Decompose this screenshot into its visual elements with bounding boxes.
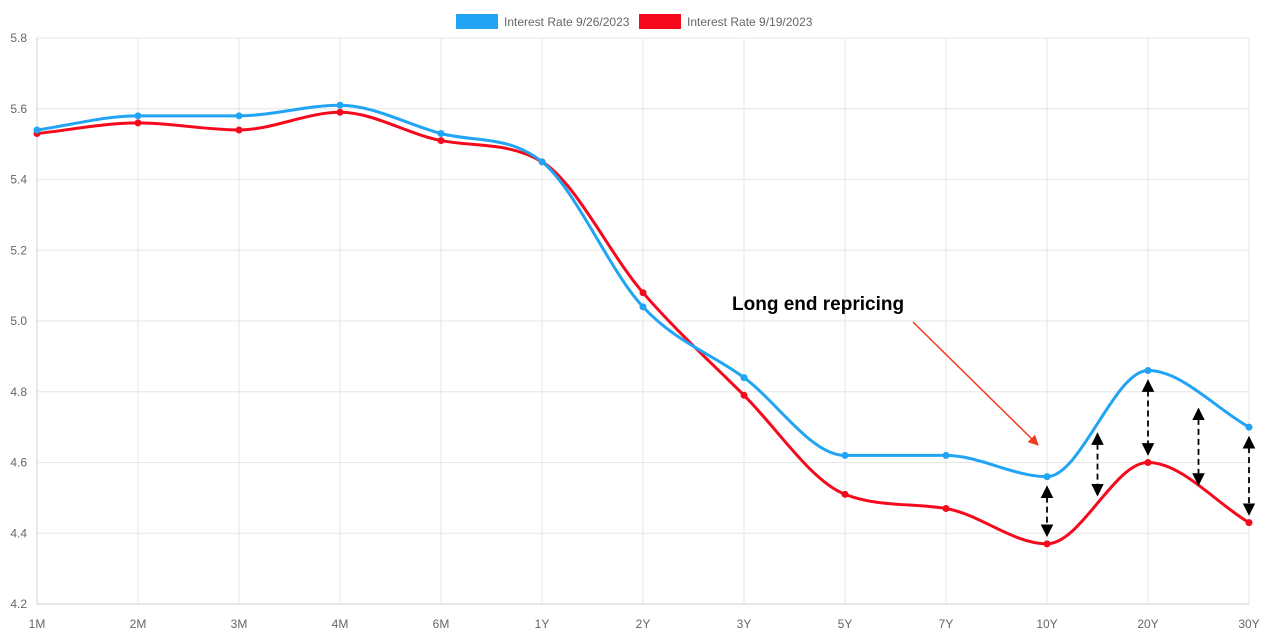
x-tick-label: 4M	[332, 617, 349, 631]
legend-label-series-2: Interest Rate 9/19/2023	[687, 15, 813, 29]
data-point[interactable]	[1245, 519, 1253, 527]
annotation-label: Long end repricing	[732, 294, 904, 315]
x-tick-label: 3Y	[737, 617, 752, 631]
data-point[interactable]	[1043, 473, 1051, 481]
data-point[interactable]	[841, 490, 849, 498]
x-tick-label: 1M	[29, 617, 46, 631]
data-point[interactable]	[33, 126, 41, 134]
x-axis-tick-labels: 1M 2M 3M 4M 6M 1Y 2Y 3Y 5Y 7Y 10Y 20Y 30Y	[29, 617, 1260, 631]
y-tick-label: 5.4	[10, 173, 27, 187]
data-point[interactable]	[538, 158, 546, 166]
x-tick-label: 6M	[433, 617, 450, 631]
data-point[interactable]	[740, 374, 748, 382]
data-point[interactable]	[235, 126, 243, 134]
legend-swatch-series-2	[639, 14, 681, 29]
data-point[interactable]	[1043, 540, 1051, 548]
legend-label-series-1: Interest Rate 9/26/2023	[504, 15, 630, 29]
annotation-arrow	[912, 321, 1039, 446]
x-tick-label: 30Y	[1238, 617, 1259, 631]
grid-lines	[36, 37, 1250, 605]
y-tick-label: 4.8	[10, 385, 27, 399]
data-point[interactable]	[942, 504, 950, 512]
data-point[interactable]	[1144, 459, 1152, 466]
data-point[interactable]	[134, 112, 142, 120]
x-tick-label: 3M	[231, 617, 248, 631]
data-point[interactable]	[740, 391, 748, 399]
data-point[interactable]	[235, 112, 243, 120]
y-tick-label: 5.0	[10, 314, 27, 328]
series-line-1	[35, 103, 1251, 479]
y-tick-label: 4.4	[10, 526, 27, 540]
x-tick-label: 5Y	[838, 617, 853, 631]
data-point[interactable]	[437, 137, 445, 145]
data-point[interactable]	[942, 451, 950, 459]
y-tick-label: 4.6	[10, 456, 27, 470]
x-tick-label: 2M	[130, 617, 147, 631]
series-points	[33, 101, 1253, 548]
y-tick-label: 5.8	[10, 31, 27, 45]
x-tick-label: 1Y	[535, 617, 550, 631]
data-point[interactable]	[639, 289, 647, 297]
annotation: Long end repricing	[732, 294, 1039, 446]
data-point[interactable]	[841, 451, 849, 459]
data-point[interactable]	[134, 119, 142, 127]
x-tick-label: 7Y	[939, 617, 954, 631]
x-tick-label: 20Y	[1137, 617, 1158, 631]
legend[interactable]: Interest Rate 9/26/2023 Interest Rate 9/…	[456, 14, 813, 29]
data-point[interactable]	[336, 101, 344, 109]
y-axis-tick-labels: 4.2 4.4 4.6 4.8 5.0 5.2 5.4 5.6 5.8	[10, 31, 27, 611]
data-point[interactable]	[437, 130, 445, 138]
y-tick-label: 5.2	[10, 243, 27, 257]
repricing-gap-arrows	[1040, 379, 1256, 538]
data-point[interactable]	[336, 108, 344, 116]
data-point[interactable]	[1144, 367, 1152, 375]
legend-swatch-series-1	[456, 14, 498, 29]
y-tick-label: 4.2	[10, 597, 27, 611]
data-point[interactable]	[639, 303, 647, 311]
x-tick-label: 2Y	[636, 617, 651, 631]
x-tick-label: 10Y	[1036, 617, 1057, 631]
data-point[interactable]	[1245, 423, 1253, 431]
y-tick-label: 5.6	[10, 102, 27, 116]
